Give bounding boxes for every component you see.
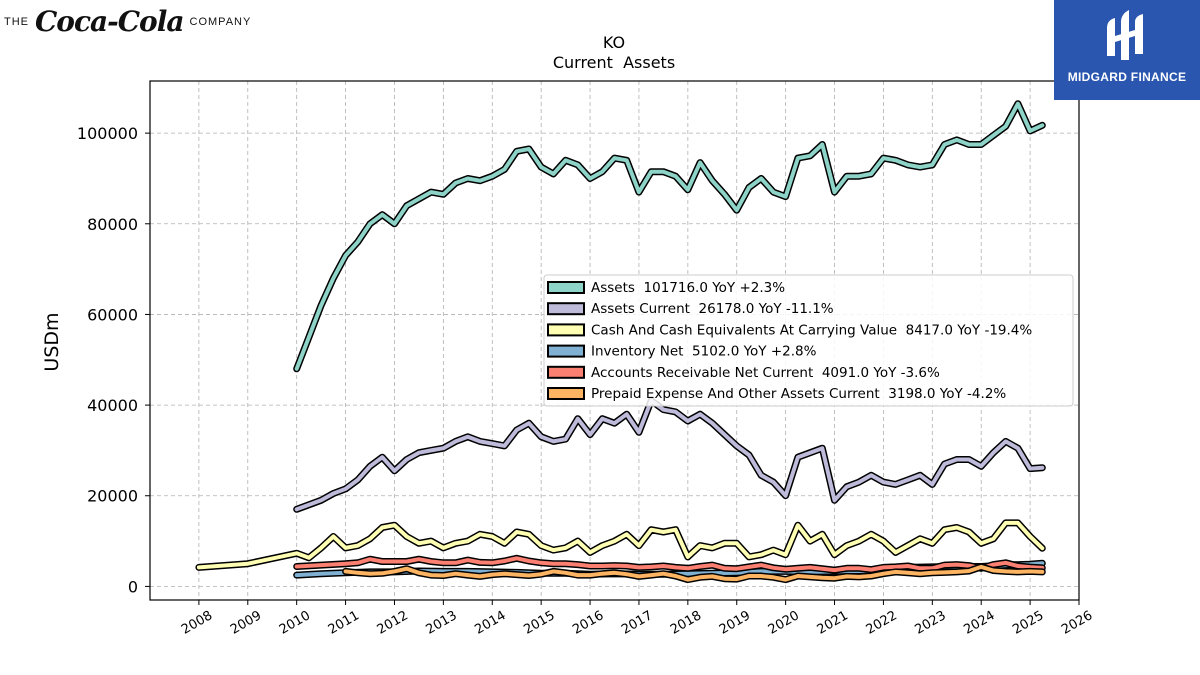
- x-axis: 2008 2009 2010 2011 2012 2013 2014 2015 2016 2017…: [179, 600, 1095, 638]
- legend-swatch: [547, 281, 585, 294]
- legend: Assets 101716.0 YoY +2.3% Assets Current …: [543, 274, 1074, 407]
- chart-title: KO: [603, 33, 625, 52]
- coca-cola-logo: THE Coca-Cola COMPANY: [4, 4, 251, 40]
- x-tick-label: 2020: [766, 608, 802, 638]
- legend-swatch: [547, 387, 585, 400]
- x-tick-label: 2014: [472, 608, 508, 638]
- x-tick-label: 2011: [326, 608, 362, 638]
- x-tick-label: 2009: [228, 608, 264, 638]
- x-tick-label: 2010: [277, 608, 313, 638]
- series-layer: [195, 100, 1046, 584]
- legend-frame: [543, 274, 1074, 407]
- legend-entry: Prepaid Expense And Other Assets Current…: [591, 386, 1006, 402]
- series-line-assets: [294, 101, 1045, 371]
- series-line-cash-and-cash-equivalents-at-carrying-value: [196, 520, 1045, 570]
- x-tick-label: 2026: [1059, 608, 1095, 638]
- legend-swatch: [547, 365, 585, 379]
- x-tick-label: 2022: [864, 608, 900, 638]
- legend-swatch: [547, 302, 585, 316]
- legend-entry: Cash And Cash Equivalents At Carrying Va…: [591, 322, 1032, 338]
- legend-swatch: [547, 323, 585, 337]
- y-tick-label: 20000: [87, 487, 138, 506]
- x-tick-label: 2012: [375, 608, 411, 638]
- y-axis-label: USDm: [41, 312, 63, 371]
- logo-brand-text: MIDGARD FINANCE: [1067, 70, 1187, 84]
- midgard-finance-logo: MIDGARD FINANCE: [1054, 0, 1200, 100]
- x-tick-label: 2023: [912, 608, 948, 638]
- x-tick-label: 2019: [717, 608, 753, 638]
- y-axis: 0 20000 40000 60000 80000 100000: [77, 124, 150, 596]
- legend-entry: Accounts Receivable Net Current 4091.0 Y…: [591, 365, 940, 381]
- x-tick-label: 2021: [815, 608, 851, 638]
- y-tick-label: 100000: [77, 124, 138, 143]
- y-tick-label: 40000: [87, 396, 138, 415]
- x-tick-label: 2015: [521, 608, 557, 638]
- x-tick-label: 2013: [424, 608, 460, 638]
- legend-swatch: [547, 344, 585, 358]
- legend-entry: Assets Current 26178.0 YoY -11.1%: [591, 301, 834, 317]
- legend-entry: Inventory Net 5102.0 YoY +2.8%: [591, 344, 817, 360]
- y-tick-label: 80000: [87, 215, 138, 234]
- x-tick-label: 2008: [179, 608, 215, 638]
- x-tick-label: 2017: [619, 608, 655, 638]
- logo-the: THE: [4, 16, 29, 28]
- series-outline-assets-current: [293, 397, 1046, 513]
- legend-entry: Assets 101716.0 YoY +2.3%: [591, 280, 785, 296]
- x-tick-label: 2024: [961, 608, 997, 638]
- series-line-assets-current: [294, 398, 1045, 512]
- y-tick-label: 0: [128, 577, 138, 596]
- logo-company: COMPANY: [189, 16, 252, 28]
- midgard-mark-icon: [1107, 10, 1143, 60]
- chart-subtitle: Current Assets: [553, 53, 675, 72]
- x-tick-label: 2025: [1010, 608, 1046, 638]
- logo-script: Coca-Cola: [35, 5, 185, 38]
- y-tick-label: 60000: [87, 305, 138, 324]
- x-tick-label: 2016: [570, 608, 606, 638]
- x-tick-label: 2018: [668, 608, 704, 638]
- series-line-accounts-receivable-net-current: [294, 556, 1045, 573]
- plot-frame: [149, 80, 1080, 601]
- series-line-prepaid-expense-and-other-assets-current: [343, 564, 1045, 582]
